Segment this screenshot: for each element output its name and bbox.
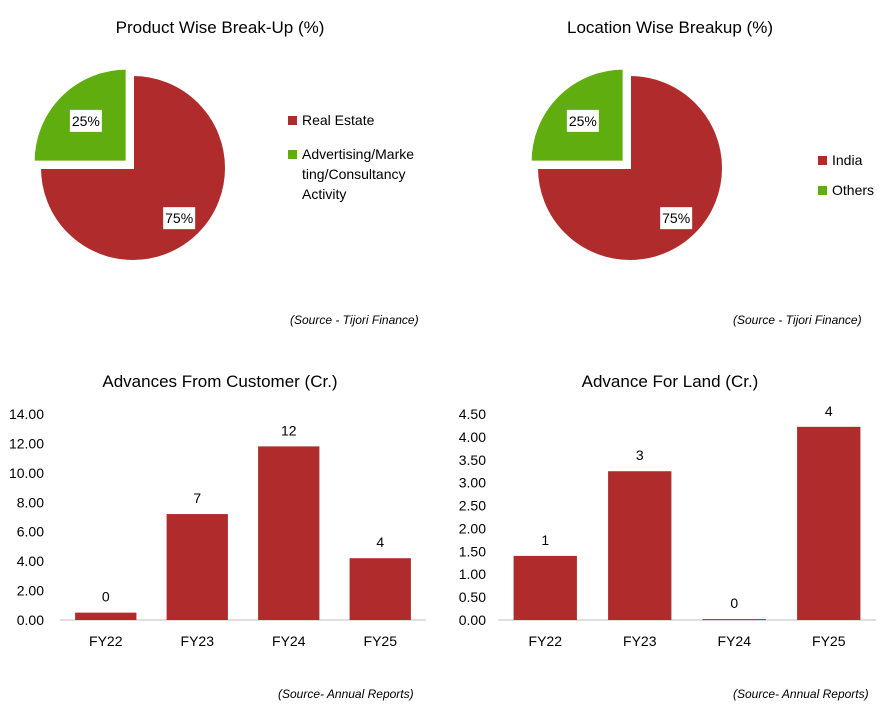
bar (258, 446, 320, 620)
source-note-location: (Source - Tijori Finance) (733, 313, 862, 327)
source-note-advance-land: (Source- Annual Reports) (733, 687, 869, 701)
bar (166, 514, 228, 620)
pie-data-label-text: 75% (165, 210, 193, 226)
pie-data-label-text: 25% (72, 113, 100, 129)
pie-data-label-box (69, 109, 102, 132)
y-tick-label: 12.00 (9, 435, 44, 451)
legend-swatch (288, 116, 297, 125)
legend-item: Others (818, 180, 892, 200)
bar (608, 471, 672, 620)
x-tick-label: FY23 (623, 633, 657, 649)
y-tick-label: 3.50 (459, 452, 486, 468)
x-tick-label: FY24 (272, 633, 306, 649)
chart-title-advance-land: Advance For Land (Cr.) (581, 372, 759, 391)
x-tick-label: FY25 (364, 633, 398, 649)
pie-data-label: 75% (660, 207, 693, 230)
bar (513, 555, 577, 620)
bar-data-label: 12 (281, 422, 297, 438)
y-tick-label: 14.00 (9, 406, 44, 422)
source-note-advances-customer: (Source- Annual Reports) (278, 687, 414, 701)
pie-data-label-box (566, 109, 599, 132)
y-tick-label: 10.00 (9, 465, 44, 481)
bar-data-label: 7 (193, 490, 201, 506)
chart-title-advances-customer: Advances From Customer (Cr.) (102, 372, 338, 391)
y-tick-label: 2.00 (17, 583, 44, 599)
bar-data-label: 0 (102, 589, 110, 605)
bar (702, 619, 766, 621)
y-tick-label: 2.00 (459, 520, 486, 536)
pie-data-label: 25% (566, 109, 599, 132)
source-note-product: (Source - Tijori Finance) (290, 313, 419, 327)
legend-label: India (832, 152, 863, 168)
legend-product: Real Estate Advertising/Marke ting/Consult… (288, 110, 438, 218)
bar (797, 426, 861, 620)
pie-data-label-box (660, 207, 693, 230)
pie-chart-product: 75% 25% (32, 67, 227, 262)
x-tick-label: FY23 (181, 633, 215, 649)
y-tick-label: 4.50 (459, 406, 486, 422)
bar-chart-advances-customer: 0.00 2.00 4.00 6.00 8.00 10.00 12.00 14.00 0 FY22… (9, 406, 426, 649)
y-tick-label: 0.00 (459, 612, 486, 628)
y-tick-label: 1.00 (459, 566, 486, 582)
chart-title-location: Location Wise Breakup (%) (567, 18, 773, 37)
y-tick-label: 2.50 (459, 498, 486, 514)
pie-chart-location: 75% 25% (529, 67, 724, 262)
pie-data-label-text: 25% (569, 113, 597, 129)
pie-data-label: 75% (163, 207, 196, 230)
legend-label: Advertising/Marke ting/Consultancy Activit… (302, 146, 415, 202)
legend-swatch (818, 186, 827, 195)
legend-label: Real Estate (302, 112, 375, 128)
legend-location: India Others (818, 150, 892, 210)
bar (75, 612, 137, 620)
x-tick-label: FY22 (89, 633, 123, 649)
legend-swatch (818, 156, 827, 165)
pie-data-label-text: 75% (662, 210, 690, 226)
x-tick-label: FY22 (529, 633, 563, 649)
y-tick-label: 4.00 (459, 429, 486, 445)
x-tick-label: FY24 (718, 633, 752, 649)
pie-data-label: 25% (69, 109, 102, 132)
bar-data-label: 3 (636, 447, 644, 463)
x-tick-label: FY25 (812, 633, 846, 649)
chart-title-product: Product Wise Break-Up (%) (115, 18, 325, 37)
legend-label: Others (832, 182, 875, 198)
legend-item: India (818, 150, 892, 170)
legend-item: Real Estate (288, 110, 438, 130)
bar-data-label: 4 (376, 534, 384, 550)
y-tick-label: 3.00 (459, 475, 486, 491)
y-tick-label: 1.50 (459, 543, 486, 559)
bar (349, 558, 411, 620)
legend-item: Advertising/Marke ting/Consultancy Activit… (288, 144, 438, 204)
pie-data-label-box (163, 207, 196, 230)
y-tick-label: 6.00 (17, 524, 44, 540)
y-tick-label: 0.50 (459, 589, 486, 605)
y-tick-label: 8.00 (17, 494, 44, 510)
bar-data-label: 1 (541, 532, 549, 548)
y-tick-label: 4.00 (17, 553, 44, 569)
y-tick-label: 0.00 (17, 612, 44, 628)
legend-swatch (288, 150, 297, 159)
bar-data-label: 4 (825, 403, 833, 419)
bar-data-label: 0 (730, 595, 738, 611)
bar-chart-advance-land: 0.00 0.50 1.00 1.50 2.00 2.50 3.00 3.50 4.00 4.50… (459, 403, 876, 649)
